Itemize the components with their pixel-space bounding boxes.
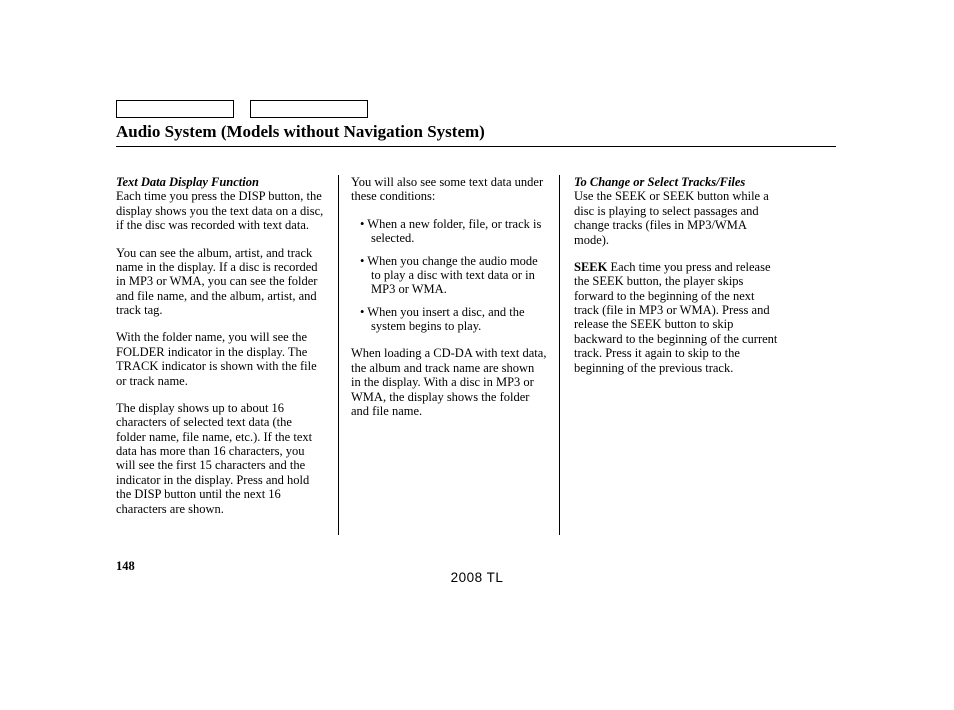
subheading-text-data-display: Text Data Display Function xyxy=(116,175,259,189)
manual-page: Audio System (Models without Navigation … xyxy=(116,100,836,574)
bullet-text: When a new folder, file, or track is sel… xyxy=(367,217,541,245)
column-2: You will also see some text data under t… xyxy=(338,175,560,535)
para-c1-4: The display shows up to about 16 charact… xyxy=(116,401,324,516)
para-c2-after: When loading a CD-DA with text data, the… xyxy=(351,346,547,418)
footer-model-year: 2008 TL xyxy=(0,570,954,585)
header-placeholder-boxes xyxy=(116,100,836,118)
content-columns: Text Data Display Function Each time you… xyxy=(116,175,836,535)
header-box-1 xyxy=(116,100,234,118)
subheading-change-select: To Change or Select Tracks/Files xyxy=(574,175,745,189)
bullet-3: • When you insert a disc, and the system… xyxy=(351,305,547,334)
bullet-2: • When you change the audio mode to play… xyxy=(351,254,547,297)
para-text: Use the SEEK or SEEK button while a disc… xyxy=(574,189,769,246)
para-text: Each time you press and release the SEEK… xyxy=(574,260,777,375)
bullet-1: • When a new folder, file, or track is s… xyxy=(351,217,547,246)
para-c3-1: To Change or Select Tracks/Files Use the… xyxy=(574,175,782,247)
section-title: Audio System (Models without Navigation … xyxy=(116,122,836,147)
bullet-text: When you insert a disc, and the system b… xyxy=(367,305,524,333)
column-3: To Change or Select Tracks/Files Use the… xyxy=(560,175,782,535)
para-c3-2: SEEK Each time you press and release the… xyxy=(574,260,782,375)
header-box-2 xyxy=(250,100,368,118)
para-text: Each time you press the DISP button, the… xyxy=(116,189,323,232)
seek-label: SEEK xyxy=(574,260,607,274)
para-c1-3: With the folder name, you will see the F… xyxy=(116,330,324,388)
column-1: Text Data Display Function Each time you… xyxy=(116,175,338,535)
para-c1-2: You can see the album, artist, and track… xyxy=(116,246,324,318)
para-c1-1: Text Data Display Function Each time you… xyxy=(116,175,324,233)
bullet-text: When you change the audio mode to play a… xyxy=(367,254,537,297)
para-c2-intro: You will also see some text data under t… xyxy=(351,175,547,204)
